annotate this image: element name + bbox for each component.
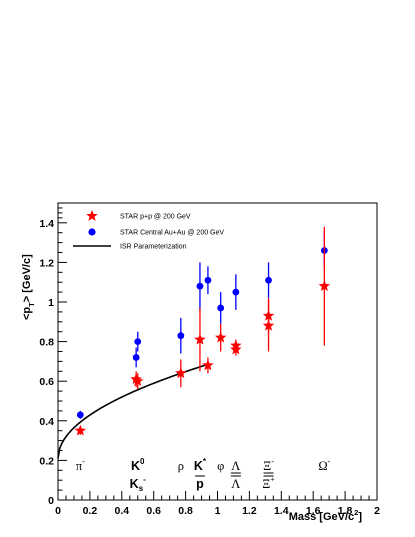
legend-star-marker [86,210,98,221]
particle-label: p [196,477,204,491]
legend-label-pp: STAR p+p @ 200 GeV [120,214,191,221]
x-tick-label: 1 [215,505,221,517]
auau-point [265,276,272,284]
legend: STAR p+p @ 200 GeV STAR Central Au+Au @ … [73,210,224,251]
particle-label: Ω- [318,457,330,473]
pp-point [262,319,275,331]
particle-label: Ξ- [263,457,274,473]
y-tick-label: 0.8 [39,337,54,349]
x-tick-label: 1.6 [306,505,321,517]
axes-layer: 0 0.2 0.4 0.6 0.8 1 1.2 1.4 1.6 1.8 2 0 0.2 0.4 0.6 0.8… [39,207,380,517]
auau-point [232,288,240,296]
y-tick-label: 1.2 [39,257,54,269]
y-tick-label: 1 [48,297,54,309]
x-tick-label: 1.2 [242,505,257,517]
particle-label: K0 [131,457,145,473]
x-tick-label: 1.8 [338,505,353,517]
auau-point [217,304,225,312]
auau-point [76,411,84,419]
x-tick-label: 0.4 [114,505,129,517]
y-tick-label: 0.6 [39,376,54,388]
particle-label: K* [194,457,207,473]
y-tick-label: 0.4 [39,416,54,428]
particle-label: Λ [231,459,240,473]
pp-point [318,280,331,292]
pp-point [214,331,227,343]
y-tick-label: 0.2 [39,455,54,467]
particle-label: φ [217,459,224,473]
auau-point [196,282,204,290]
y-tick-label: 0 [48,495,54,507]
x-axis-title: Mass [GeV/c2] [289,508,363,523]
pp-point [202,359,214,371]
x-tick-label: 0.6 [146,505,161,517]
pp-point [175,367,187,379]
pp-point [132,375,144,387]
y-axis-title: <pT> [GeV/c] [21,254,36,320]
auau-point [134,338,142,345]
pp-point [74,424,87,436]
particle-label: Ξ+ [262,475,275,491]
legend-circle-marker [88,228,96,236]
auau-point [204,276,212,284]
x-tick-label: 0 [55,505,61,517]
particle-label: Ks- [130,475,146,493]
particle-label: π- [76,457,85,473]
pp-point [230,343,242,355]
legend-label-auau: STAR Central Au+Au @ 200 GeV [120,230,224,237]
legend-label-isr: ISR Parameterization [120,244,187,251]
x-tick-label: 2 [374,505,380,517]
data-layer [57,226,331,459]
x-tick-label: 1.4 [274,505,289,517]
pp-point [194,333,206,345]
auau-point [177,332,185,340]
pp-point [130,373,142,385]
x-tick-label: 0.8 [178,505,193,517]
particle-label: Λ [231,477,240,491]
x-tick-label: 0.2 [83,505,98,517]
particle-labels-layer: π- K0 Ks-ρ K* pφ ΛΛ Ξ- Ξ+ Ω- [76,457,331,493]
auau-point [132,354,140,361]
particle-label: ρ [178,459,184,473]
y-tick-label: 1.4 [39,218,54,230]
